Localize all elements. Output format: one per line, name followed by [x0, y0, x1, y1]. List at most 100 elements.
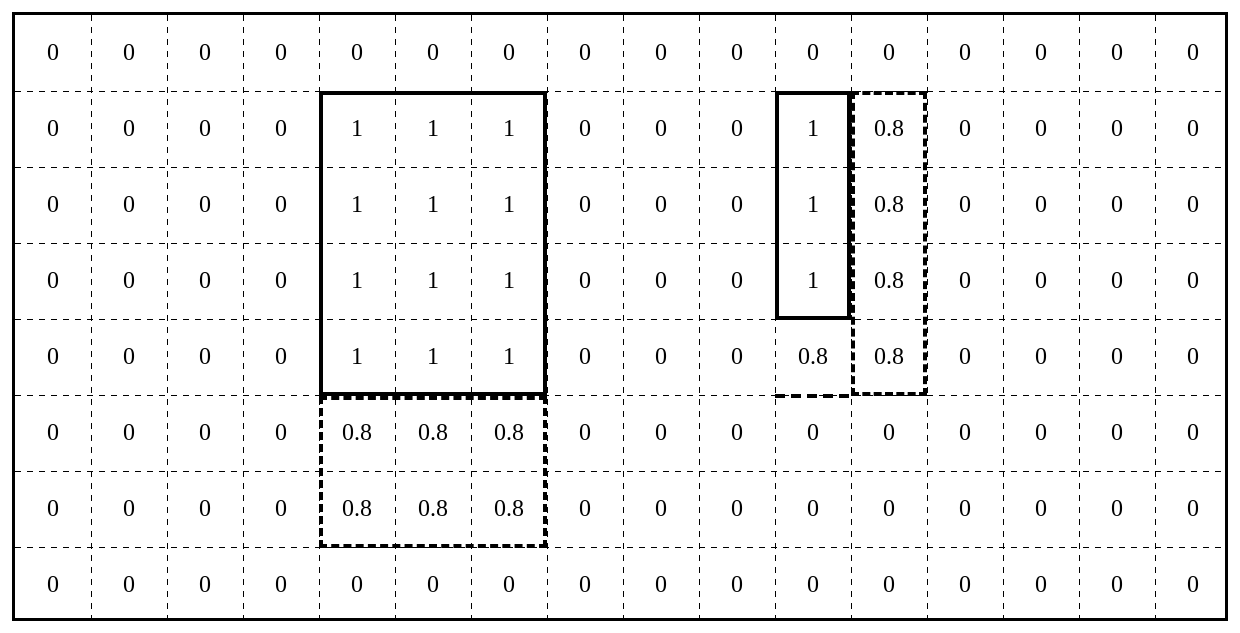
grid-cell: 0	[471, 548, 547, 624]
grid-inner-vline	[91, 15, 92, 618]
grid-cell: 0	[15, 243, 91, 319]
grid-inner-vline	[1003, 15, 1004, 618]
grid-cell: 0	[91, 91, 167, 167]
grid-cell: 0	[167, 243, 243, 319]
grid-cell: 0	[91, 548, 167, 624]
dashed-box-left	[319, 396, 547, 548]
grid-inner-vline	[623, 15, 624, 618]
grid-cell: 0	[623, 472, 699, 548]
grid-cell: 0	[1003, 167, 1079, 243]
grid-cell: 0	[1155, 548, 1231, 624]
grid-cell: 0	[167, 91, 243, 167]
grid-cell: 0	[1079, 396, 1155, 472]
grid-cell: 0	[1155, 396, 1231, 472]
grid-cell: 0	[15, 15, 91, 91]
grid-cell: 0	[1079, 91, 1155, 167]
grid-inner-hline	[15, 471, 1225, 472]
grid-cell: 0	[167, 15, 243, 91]
grid-cell: 0	[243, 396, 319, 472]
grid-cell: 0	[851, 472, 927, 548]
grid-cell: 0	[243, 472, 319, 548]
grid-cell: 0	[699, 167, 775, 243]
grid-cell: 0	[15, 320, 91, 396]
grid-cell: 0	[547, 396, 623, 472]
grid-cell: 0	[1155, 472, 1231, 548]
grid-cell: 0	[91, 167, 167, 243]
grid-cell: 0	[623, 15, 699, 91]
grid-cell: 0	[1079, 243, 1155, 319]
grid-inner-vline	[1155, 15, 1156, 618]
grid-cell: 0	[623, 320, 699, 396]
grid-cell: 0	[623, 91, 699, 167]
grid-cell: 0	[623, 243, 699, 319]
grid-cell: 0	[1079, 472, 1155, 548]
grid-cell: 0	[471, 15, 547, 91]
grid-cell: 0	[623, 167, 699, 243]
grid-cell: 0	[547, 548, 623, 624]
grid-cell: 0.8	[775, 320, 851, 396]
grid-cell: 0	[851, 396, 927, 472]
grid-cell: 0	[1155, 167, 1231, 243]
grid-cell: 0	[167, 472, 243, 548]
grid-cell: 0	[1003, 243, 1079, 319]
grid-cell: 0	[243, 167, 319, 243]
grid-cell: 0	[395, 548, 471, 624]
grid-cell: 0	[319, 548, 395, 624]
grid-cell: 0	[699, 91, 775, 167]
grid-cell: 0	[243, 548, 319, 624]
grid-cell: 0	[167, 548, 243, 624]
grid-cell: 0	[927, 472, 1003, 548]
grid-cell: 0	[547, 91, 623, 167]
grid-cell: 0	[243, 15, 319, 91]
grid-cell: 0	[927, 320, 1003, 396]
grid-inner-vline	[1079, 15, 1080, 618]
grid-cell: 0	[15, 548, 91, 624]
grid-cell: 0	[1155, 320, 1231, 396]
grid-cell: 0	[623, 548, 699, 624]
grid-cell: 0	[927, 548, 1003, 624]
grid-cell: 0	[15, 472, 91, 548]
grid-cell: 0	[547, 320, 623, 396]
grid-cell: 0	[699, 548, 775, 624]
grid-inner-vline	[243, 15, 244, 618]
grid-cell: 0	[775, 396, 851, 472]
grid-inner-hline	[15, 91, 1225, 92]
grid-cell: 0	[91, 243, 167, 319]
grid-cell: 0	[775, 15, 851, 91]
grid-cell: 0	[1003, 91, 1079, 167]
diagram-canvas: 0000000000000000000011100010.80000000011…	[0, 0, 1240, 633]
grid-cell: 0	[927, 91, 1003, 167]
grid-cell: 0	[15, 91, 91, 167]
grid-inner-hline	[15, 395, 1225, 396]
grid-cell: 0	[91, 396, 167, 472]
grid-cell: 0	[699, 15, 775, 91]
grid-cell: 0	[1079, 548, 1155, 624]
grid-cell: 0	[851, 548, 927, 624]
grid-cell: 0	[15, 167, 91, 243]
grid-cell: 0	[1079, 15, 1155, 91]
grid-cell: 0	[547, 472, 623, 548]
grid-cell: 0	[851, 15, 927, 91]
grid-cell: 0	[395, 15, 471, 91]
grid-cell: 0	[243, 91, 319, 167]
value-grid: 0000000000000000000011100010.80000000011…	[12, 12, 1228, 621]
grid-inner-vline	[167, 15, 168, 618]
dashed-box-right	[851, 91, 927, 396]
grid-inner-hline	[15, 243, 1225, 244]
grid-cell: 0	[699, 320, 775, 396]
grid-cell: 0	[1155, 243, 1231, 319]
grid-cell: 0	[91, 472, 167, 548]
grid-cell: 0	[167, 320, 243, 396]
grid-cell: 0	[91, 320, 167, 396]
solid-box-left	[319, 91, 547, 396]
grid-cell: 0	[927, 243, 1003, 319]
grid-cell: 0	[243, 320, 319, 396]
grid-cell: 0	[1003, 396, 1079, 472]
grid-cell: 0	[167, 396, 243, 472]
grid-cell: 0	[699, 472, 775, 548]
grid-cell: 0	[1003, 15, 1079, 91]
grid-cell: 0	[319, 15, 395, 91]
grid-cell: 0	[1079, 167, 1155, 243]
grid-cell: 0	[775, 548, 851, 624]
grid-cell: 0	[1079, 320, 1155, 396]
